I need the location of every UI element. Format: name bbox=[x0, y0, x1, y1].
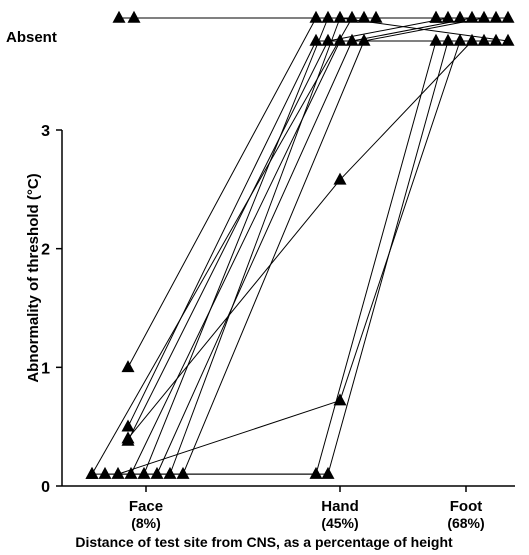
triangle-marker bbox=[357, 10, 371, 23]
triangle-marker bbox=[477, 10, 491, 23]
triangle-marker bbox=[333, 393, 347, 406]
y-axis-label: Abnormality of threshold (°C) bbox=[25, 173, 42, 382]
triangle-marker bbox=[150, 466, 164, 479]
subject-line bbox=[315, 40, 437, 475]
triangle-marker bbox=[111, 466, 125, 479]
triangle-marker bbox=[477, 33, 491, 46]
triangle-marker bbox=[321, 466, 335, 479]
data-markers bbox=[85, 10, 515, 479]
subject-line bbox=[127, 179, 341, 439]
triangle-marker bbox=[176, 466, 190, 479]
triangle-marker bbox=[333, 33, 347, 46]
triangle-marker bbox=[489, 33, 503, 46]
subject-line bbox=[363, 17, 485, 42]
triangle-marker bbox=[333, 10, 347, 23]
triangle-marker bbox=[489, 10, 503, 23]
triangle-marker bbox=[429, 33, 443, 46]
triangle-marker bbox=[121, 433, 135, 446]
triangle-marker bbox=[345, 10, 359, 23]
triangle-marker bbox=[453, 10, 467, 23]
triangle-marker bbox=[465, 33, 479, 46]
triangle-marker bbox=[309, 10, 323, 23]
x-tick-label: Foot bbox=[450, 498, 482, 515]
triangle-marker bbox=[345, 33, 359, 46]
triangle-marker bbox=[309, 466, 323, 479]
x-axis-label: Distance of test site from CNS, as a per… bbox=[75, 534, 453, 550]
triangle-marker bbox=[85, 466, 99, 479]
subject-lines bbox=[91, 17, 509, 475]
triangle-marker bbox=[309, 33, 323, 46]
triangle-marker bbox=[357, 33, 371, 46]
subject-line bbox=[143, 17, 329, 475]
triangle-marker bbox=[441, 10, 455, 23]
triangle-marker bbox=[112, 10, 126, 23]
x-tick-label: Face bbox=[129, 498, 163, 515]
subject-line bbox=[327, 17, 449, 42]
subject-line bbox=[169, 17, 341, 475]
triangle-marker bbox=[121, 419, 135, 432]
x-ticks: Face(8%) Hand(45%) Foot(68%) bbox=[129, 486, 485, 531]
triangle-marker bbox=[501, 10, 515, 23]
subject-line bbox=[339, 40, 473, 181]
axes bbox=[61, 130, 515, 487]
x-tick-percent: (8%) bbox=[131, 515, 161, 531]
subject-line bbox=[339, 40, 461, 401]
triangle-marker bbox=[321, 10, 335, 23]
triangle-marker bbox=[453, 33, 467, 46]
y-tick-label: 3 bbox=[41, 123, 50, 140]
triangle-marker bbox=[121, 360, 135, 373]
y-ticks: 0 1 2 3 bbox=[41, 123, 62, 496]
triangle-marker bbox=[163, 466, 177, 479]
triangle-marker bbox=[501, 33, 515, 46]
x-tick-percent: (68%) bbox=[447, 515, 484, 531]
triangle-marker bbox=[333, 172, 347, 185]
triangle-marker bbox=[137, 466, 151, 479]
subject-line bbox=[91, 17, 353, 475]
triangle-marker bbox=[321, 33, 335, 46]
y-tick-label: 2 bbox=[41, 242, 50, 259]
y-tick-label: 1 bbox=[41, 360, 50, 377]
triangle-marker bbox=[429, 10, 443, 23]
subject-line bbox=[156, 40, 353, 475]
x-tick-percent: (45%) bbox=[321, 515, 358, 531]
triangle-marker bbox=[465, 10, 479, 23]
y-tick-label: 0 bbox=[41, 479, 50, 496]
subject-line bbox=[127, 17, 317, 368]
triangle-marker bbox=[98, 466, 112, 479]
subject-line bbox=[182, 40, 365, 475]
triangle-marker bbox=[124, 466, 138, 479]
subject-line bbox=[127, 40, 317, 427]
triangle-marker bbox=[369, 10, 383, 23]
x-tick-label: Hand bbox=[321, 498, 359, 515]
triangle-marker bbox=[441, 33, 455, 46]
subject-line bbox=[130, 40, 341, 475]
absent-label: Absent bbox=[6, 29, 57, 46]
subject-line bbox=[127, 40, 329, 442]
subject-line bbox=[351, 17, 473, 42]
subject-line bbox=[117, 400, 341, 475]
triangle-marker bbox=[127, 10, 141, 23]
